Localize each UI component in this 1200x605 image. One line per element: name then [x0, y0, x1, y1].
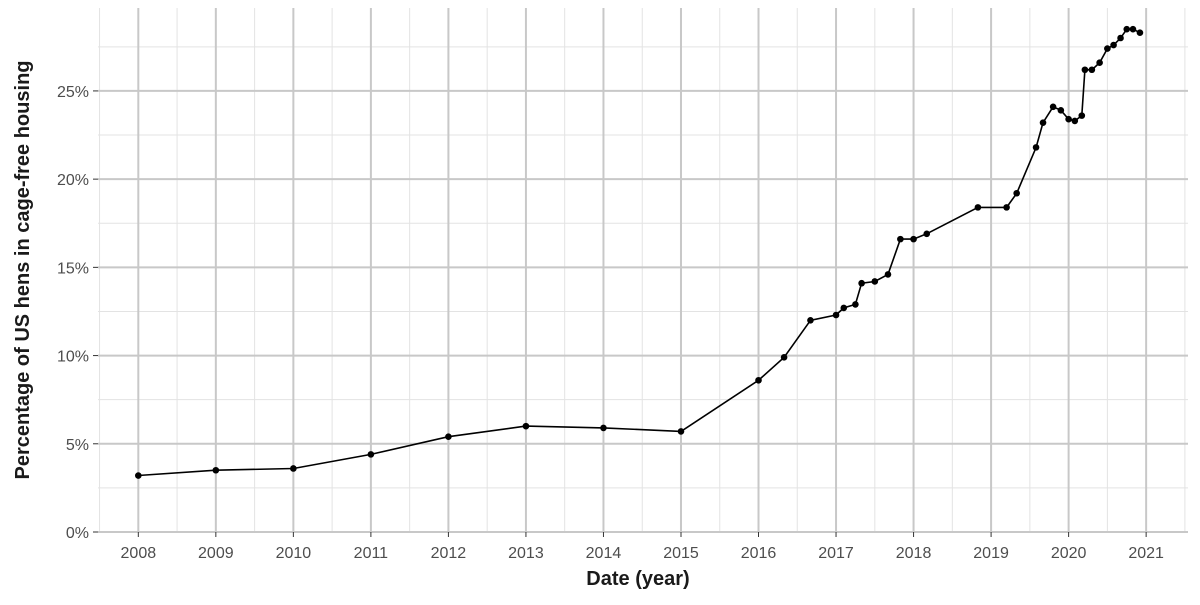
data-point — [910, 235, 917, 243]
x-tick-label: 2019 — [973, 545, 1009, 562]
data-point — [832, 311, 840, 319]
data-point — [858, 279, 865, 287]
x-tick-label: 2008 — [121, 545, 157, 562]
data-point — [677, 428, 685, 435]
x-tick-label: 2010 — [276, 545, 312, 562]
data-point — [1013, 189, 1020, 197]
data-point — [755, 376, 762, 384]
data-point — [974, 204, 982, 211]
x-tick-label: 2017 — [818, 545, 854, 562]
grid — [98, 8, 1188, 533]
data-point — [1049, 103, 1057, 111]
data-point — [1065, 115, 1072, 123]
data-point — [1071, 117, 1079, 125]
data-point — [1123, 25, 1131, 33]
y-tick-label: 25% — [57, 84, 89, 101]
y-tick-label: 10% — [57, 349, 89, 366]
data-point — [840, 304, 848, 312]
data-point — [1136, 29, 1144, 37]
data-point — [135, 472, 142, 479]
x-tick-label: 2014 — [586, 545, 622, 562]
data-point — [1057, 107, 1065, 114]
x-tick-label: 2015 — [663, 545, 699, 562]
y-tick-label: 5% — [66, 437, 89, 454]
x-tick-label: 2021 — [1128, 545, 1164, 562]
data-point — [1129, 25, 1137, 33]
y-tick-label: 15% — [57, 260, 89, 277]
x-axis-label: Date (year) — [586, 568, 689, 590]
x-tick-label: 2016 — [741, 545, 777, 562]
x-tick-label: 2011 — [354, 545, 389, 562]
y-axis-ticks: 0% 5% 10% 15% 20% 25% — [57, 84, 98, 542]
y-axis-label: Percentage of US hens in cage-free housi… — [12, 61, 34, 480]
data-point — [852, 301, 859, 308]
series-points — [135, 25, 1144, 479]
data-point — [1110, 41, 1117, 49]
data-point — [367, 451, 375, 458]
x-tick-label: 2020 — [1051, 545, 1087, 562]
y-tick-label: 20% — [57, 172, 89, 189]
data-point — [1039, 119, 1047, 126]
data-point — [897, 235, 904, 243]
x-tick-label: 2018 — [896, 545, 932, 562]
data-point — [923, 230, 931, 238]
data-point — [780, 354, 788, 361]
data-point — [600, 424, 607, 432]
data-point — [522, 422, 530, 430]
data-point — [884, 271, 892, 278]
x-tick-label: 2013 — [508, 545, 544, 562]
data-point — [1104, 45, 1111, 52]
x-tick-label: 2009 — [198, 545, 234, 562]
data-point — [1096, 59, 1103, 66]
x-axis-ticks: 2008 2009 2010 2011 2012 2013 2014 2015 2016 2017… — [121, 532, 1164, 562]
data-point — [445, 433, 452, 441]
data-point — [212, 466, 220, 474]
data-point — [1081, 66, 1089, 74]
y-tick-label: 0% — [66, 525, 89, 542]
data-point — [1088, 66, 1096, 74]
data-point — [871, 278, 879, 285]
data-point — [807, 316, 814, 324]
data-point — [1003, 204, 1010, 211]
data-point — [1078, 112, 1086, 119]
x-tick-label: 2012 — [431, 545, 467, 562]
data-point — [1032, 144, 1040, 151]
data-point — [290, 465, 297, 472]
series-line — [138, 28, 1141, 477]
data-point — [1117, 34, 1124, 42]
